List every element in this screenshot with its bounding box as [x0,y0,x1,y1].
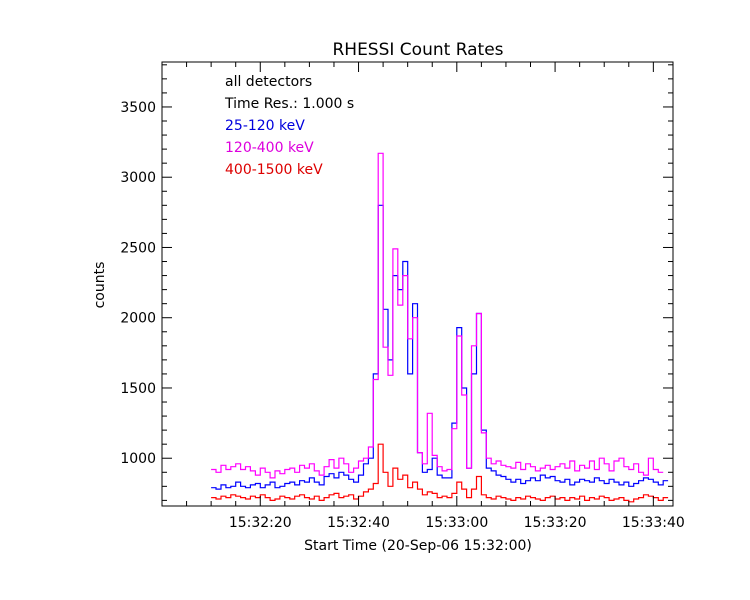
y-tick-label-1: 1000 [120,451,156,467]
x-tick-label-4: 15:33:20 [524,515,587,531]
x-tick-label-5: 15:33:40 [622,515,685,531]
legend-entry-120-400: 120-400 keV [225,140,314,156]
y-tick-label-4: 2500 [120,240,156,256]
legend-entry-400-1500: 400-1500 keV [225,162,323,178]
y-tick-label-3: 2000 [120,311,156,327]
plot-frame [161,61,674,507]
legend: all detectors Time Res.: 1.000 s 25-120 … [224,74,354,178]
series-layer [211,152,669,503]
series-line-1 [211,204,669,490]
y-tick-label-5: 3000 [120,170,156,186]
x-tick-label-1: 15:32:20 [229,515,292,531]
plot-area: 15:32:20 15:32:40 15:33:00 15:33:20 15:33:40… [120,61,685,531]
chart-title: RHESSI Count Rates [332,40,503,60]
annotation-time-res: Time Res.: 1.000 s [224,96,354,112]
series-line-3 [211,443,669,503]
tick-layer: 15:32:20 15:32:40 15:33:00 15:33:20 15:33:40… [120,62,685,531]
legend-entry-25-120: 25-120 keV [225,118,305,134]
x-axis-label: Start Time (20-Sep-06 15:32:00) [304,538,532,554]
y-tick-label-6: 3500 [120,100,156,116]
y-axis-label: counts [92,262,108,309]
x-tick-label-3: 15:33:00 [425,515,488,531]
y-tick-label-2: 1500 [120,381,156,397]
x-tick-label-2: 15:32:40 [327,515,390,531]
annotation-detectors: all detectors [225,74,312,90]
series-line-2 [211,152,664,479]
